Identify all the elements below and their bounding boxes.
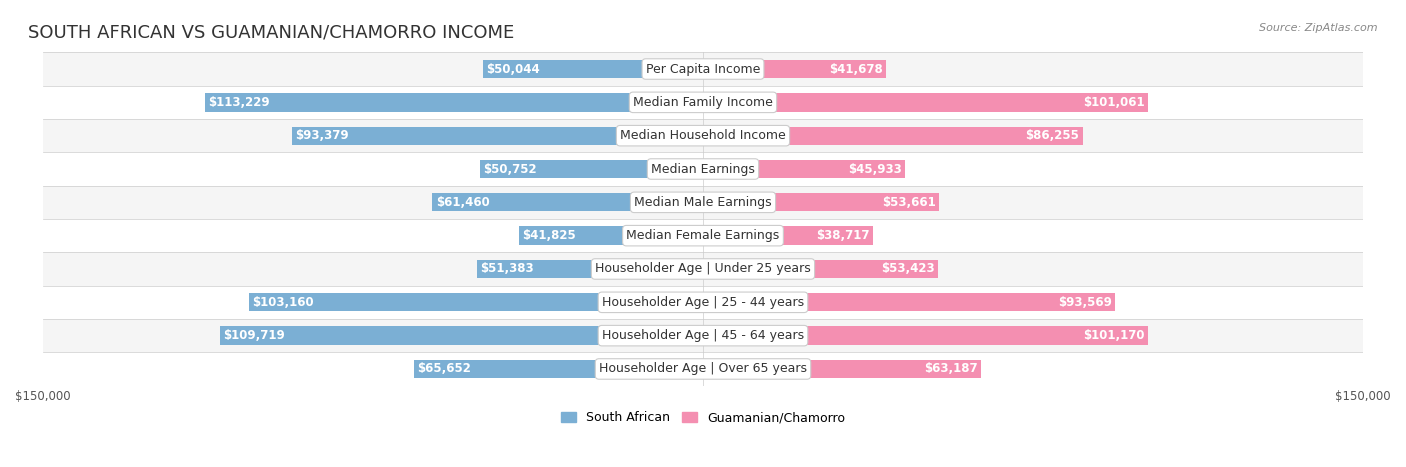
Text: $113,229: $113,229 [208,96,270,109]
Text: Median Earnings: Median Earnings [651,163,755,176]
Bar [703,293,1115,311]
Text: Householder Age | Over 65 years: Householder Age | Over 65 years [599,362,807,375]
Bar [703,193,939,212]
Text: Median Household Income: Median Household Income [620,129,786,142]
Text: $65,652: $65,652 [418,362,471,375]
Text: Median Male Earnings: Median Male Earnings [634,196,772,209]
Text: $101,061: $101,061 [1083,96,1144,109]
Bar [703,60,886,78]
Text: $103,160: $103,160 [252,296,314,309]
Bar [42,85,1364,119]
Text: $86,255: $86,255 [1025,129,1080,142]
Text: $53,661: $53,661 [882,196,936,209]
Text: $51,383: $51,383 [481,262,534,276]
Bar [482,60,703,78]
Text: $50,044: $50,044 [486,63,540,76]
Text: $61,460: $61,460 [436,196,489,209]
Text: Per Capita Income: Per Capita Income [645,63,761,76]
Bar [42,252,1364,286]
Text: Householder Age | 25 - 44 years: Householder Age | 25 - 44 years [602,296,804,309]
Text: $38,717: $38,717 [817,229,870,242]
Bar [292,127,703,145]
Bar [479,160,703,178]
Text: Median Female Earnings: Median Female Earnings [627,229,779,242]
Text: Householder Age | 45 - 64 years: Householder Age | 45 - 64 years [602,329,804,342]
Text: $41,678: $41,678 [830,63,883,76]
Bar [42,219,1364,252]
Bar [519,226,703,245]
Text: $101,170: $101,170 [1084,329,1144,342]
Bar [433,193,703,212]
Bar [42,186,1364,219]
Bar [413,360,703,378]
Text: $93,569: $93,569 [1057,296,1112,309]
Bar [42,152,1364,186]
Bar [42,119,1364,152]
Bar [249,293,703,311]
Bar [703,160,905,178]
Text: Source: ZipAtlas.com: Source: ZipAtlas.com [1260,23,1378,33]
Text: SOUTH AFRICAN VS GUAMANIAN/CHAMORRO INCOME: SOUTH AFRICAN VS GUAMANIAN/CHAMORRO INCO… [28,23,515,42]
Text: Householder Age | Under 25 years: Householder Age | Under 25 years [595,262,811,276]
Text: $109,719: $109,719 [224,329,285,342]
Bar [42,352,1364,386]
Bar [42,286,1364,319]
Bar [42,52,1364,85]
Bar [205,93,703,112]
Bar [703,326,1149,345]
Bar [703,360,981,378]
Bar [42,319,1364,352]
Text: Median Family Income: Median Family Income [633,96,773,109]
Bar [703,127,1083,145]
Text: $41,825: $41,825 [522,229,576,242]
Text: $53,423: $53,423 [882,262,935,276]
Bar [703,260,938,278]
Text: $50,752: $50,752 [482,163,537,176]
Bar [703,226,873,245]
Bar [703,93,1147,112]
Legend: South African, Guamanian/Chamorro: South African, Guamanian/Chamorro [555,406,851,429]
Text: $45,933: $45,933 [848,163,901,176]
Bar [221,326,703,345]
Text: $63,187: $63,187 [924,362,977,375]
Bar [477,260,703,278]
Text: $93,379: $93,379 [295,129,349,142]
